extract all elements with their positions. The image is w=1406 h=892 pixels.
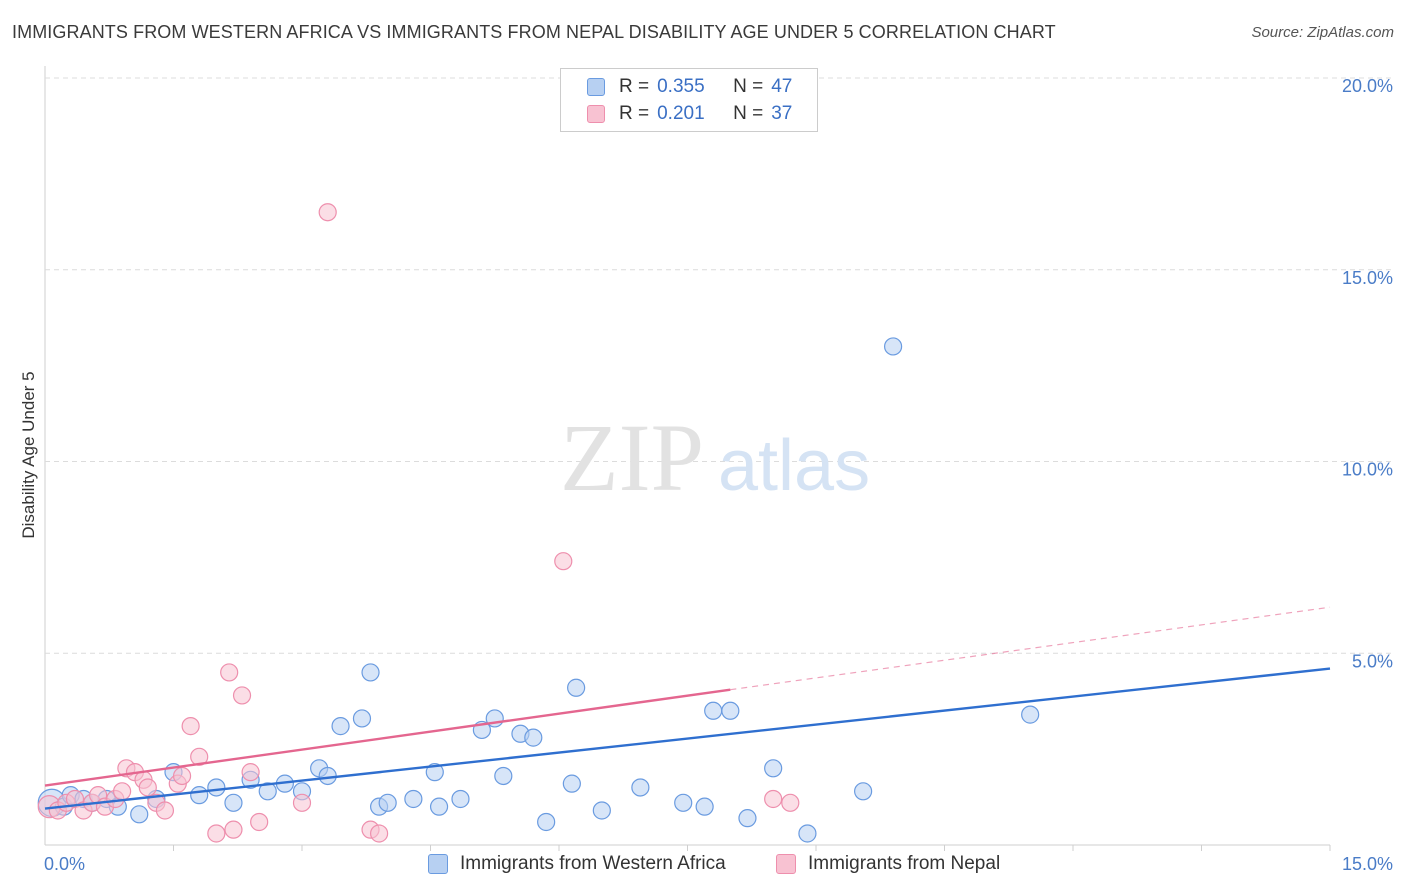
- data-point: [798, 824, 817, 843]
- data-point: [764, 759, 783, 778]
- watermark-atlas: atlas: [718, 426, 870, 506]
- data-point: [494, 766, 513, 786]
- data-point: [883, 337, 903, 356]
- data-point: [554, 552, 573, 571]
- data-point: [258, 782, 277, 801]
- legend-swatch-blue: [587, 78, 605, 96]
- data-point: [674, 793, 693, 812]
- data-point: [318, 203, 337, 222]
- data-point: [172, 766, 192, 786]
- bottom-legend-western-africa: Immigrants from Western Africa: [428, 852, 726, 876]
- data-point: [1021, 705, 1040, 724]
- legend-r-label: R =: [619, 76, 650, 97]
- data-point: [112, 782, 132, 801]
- data-point: [241, 763, 260, 782]
- data-point: [451, 789, 470, 809]
- y-axis-label: Disability Age Under 5: [19, 371, 38, 538]
- legend-r-value: 0.201: [657, 103, 705, 124]
- bottom-legend-nepal: Immigrants from Nepal: [776, 852, 1000, 876]
- trend-line-extension: [730, 606, 1331, 691]
- y-tick-label: 15.0%: [1342, 268, 1393, 288]
- data-point: [155, 801, 175, 820]
- data-point: [130, 805, 149, 824]
- bottom-legend-swatch-pink: [776, 854, 796, 874]
- trend-lines: [44, 606, 1331, 810]
- trend-line: [44, 667, 1331, 810]
- data-point: [370, 824, 389, 843]
- data-point: [224, 820, 243, 839]
- legend-r-value: 0.355: [657, 76, 705, 97]
- y-tick-label: 20.0%: [1342, 76, 1393, 96]
- x-tick-label: 15.0%: [1342, 854, 1393, 874]
- data-point: [695, 797, 714, 816]
- legend-n-label: N =: [733, 76, 764, 97]
- data-point: [738, 809, 757, 828]
- data-point: [352, 709, 372, 728]
- bottom-legend-label: Immigrants from Western Africa: [460, 853, 726, 874]
- data-point: [331, 717, 350, 736]
- data-point: [292, 793, 312, 812]
- x-tick-label: 0.0%: [44, 854, 85, 874]
- data-point: [361, 663, 380, 682]
- legend-row-western-africa: R = 0.355 N = 47: [587, 75, 792, 99]
- legend-n-label: N =: [733, 103, 764, 124]
- y-tick-label: 10.0%: [1342, 460, 1393, 480]
- data-point: [854, 782, 873, 801]
- data-point: [404, 789, 423, 809]
- watermark-zip: ZIP: [560, 404, 704, 511]
- data-point: [220, 663, 239, 682]
- data-point: [704, 701, 723, 720]
- data-point: [190, 786, 209, 805]
- legend-n-value: 47: [771, 76, 793, 97]
- data-point: [567, 678, 586, 697]
- axis-ticks: 5.0% 10.0% 15.0% 20.0% 0.0% 15.0%: [44, 76, 1393, 874]
- data-point: [764, 789, 783, 809]
- data-point: [425, 763, 444, 782]
- data-point: [232, 686, 252, 705]
- data-point: [721, 701, 740, 720]
- data-point: [781, 793, 800, 812]
- data-point: [562, 774, 581, 793]
- chart-title: IMMIGRANTS FROM WESTERN AFRICA VS IMMIGR…: [12, 22, 1056, 42]
- data-point: [190, 747, 209, 766]
- data-point: [224, 793, 243, 812]
- data-point: [378, 793, 397, 812]
- data-point: [138, 778, 157, 797]
- legend-r-label: R =: [619, 103, 650, 124]
- data-point: [592, 801, 611, 820]
- data-point: [250, 812, 269, 832]
- legend-swatch-pink: [587, 105, 605, 123]
- correlation-legend: R = 0.355 N = 47 R = 0.201 N = 37: [560, 68, 818, 132]
- trend-line: [44, 688, 731, 787]
- bottom-legend-label: Immigrants from Nepal: [808, 853, 1001, 874]
- data-point: [631, 778, 650, 797]
- source-label: Source: ZipAtlas.com: [1251, 24, 1394, 41]
- legend-row-nepal: R = 0.201 N = 37: [587, 102, 792, 126]
- data-point: [524, 728, 543, 747]
- bottom-legend-swatch-blue: [428, 854, 448, 874]
- series-nepal-points: [37, 203, 800, 843]
- legend-n-value: 37: [771, 103, 793, 124]
- data-point: [429, 797, 449, 816]
- y-tick-label: 5.0%: [1352, 651, 1393, 671]
- data-point: [207, 778, 226, 797]
- data-point: [537, 812, 556, 832]
- data-point: [181, 717, 200, 736]
- data-point: [207, 824, 226, 843]
